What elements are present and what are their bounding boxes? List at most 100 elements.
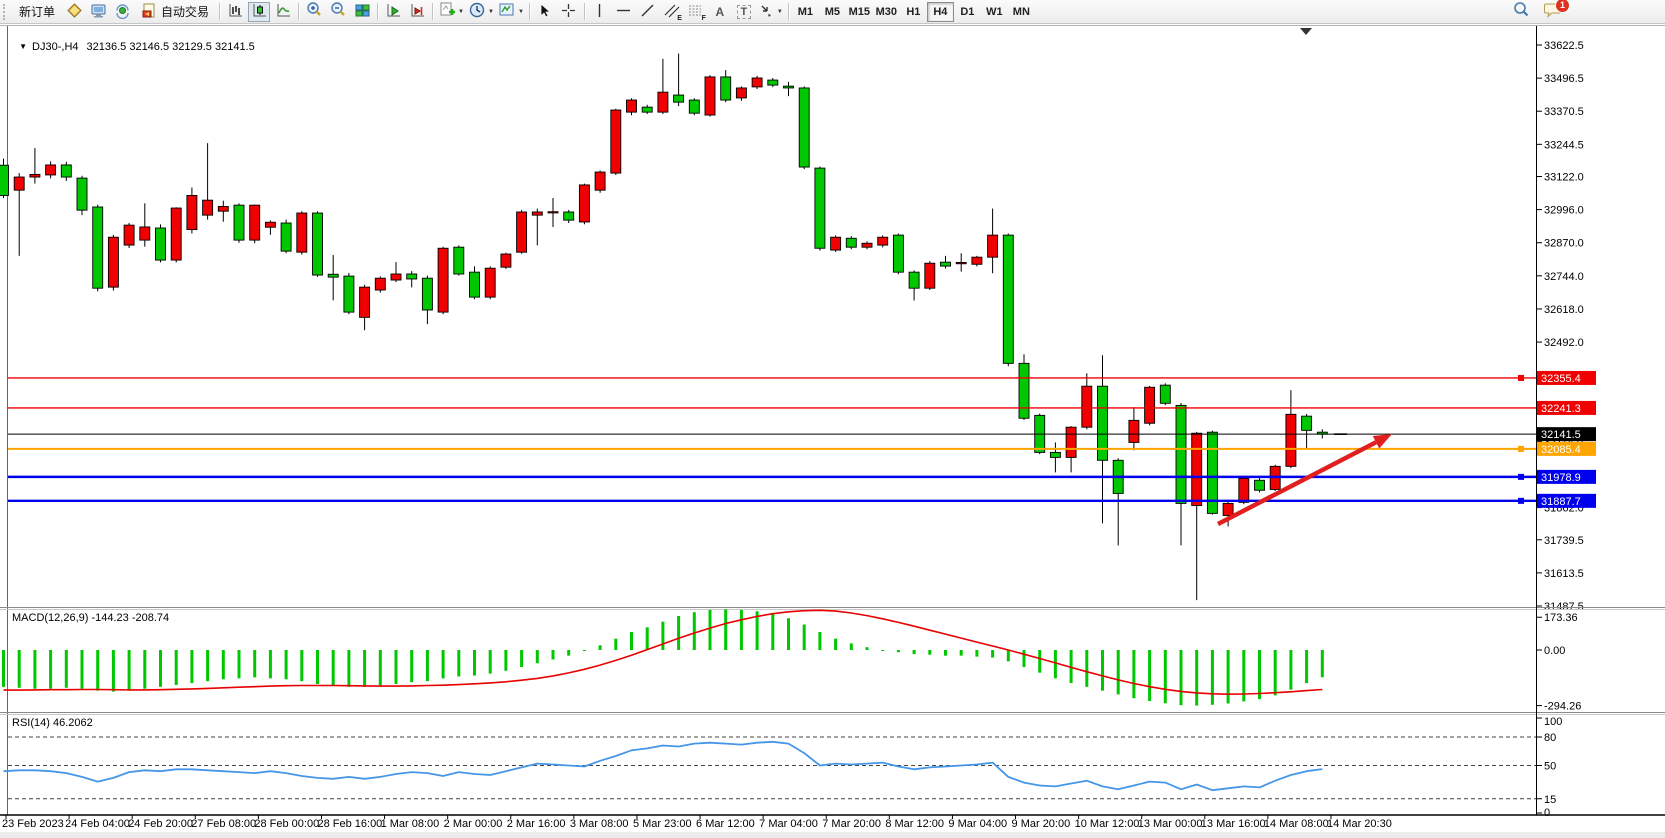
macd-histogram-bar [1053,650,1057,679]
text-icon: A [715,4,725,19]
zoom-out-icon [329,1,347,22]
auto-trading-button[interactable]: 自动交易 [135,2,215,22]
macd-histogram-bar [787,618,790,650]
horizontal-lines[interactable]: 32355.4 32241.3 32141.5 32085.4 31978.9 31887… [8,370,1596,508]
candle-body-up [578,184,590,223]
line-chart-button[interactable] [272,2,294,22]
candle-body-down [798,87,810,168]
timeframe-w1-button[interactable]: W1 [986,5,1003,18]
macd-pane[interactable]: 173.36 0.00 -294.26 [2,609,1581,713]
candle-body-up [484,267,496,298]
candle-body-up [971,256,983,265]
cursor-button[interactable] [534,2,556,22]
candle-body-up [249,204,261,241]
rsi-pane[interactable]: 100 80 50 150 [3,716,1563,819]
line-handle[interactable] [1518,497,1524,504]
new-order-button[interactable]: 新订单 [19,5,56,19]
macd-histogram-bar [630,632,633,650]
timeframe-m30-button[interactable]: M30 [875,5,898,18]
chart-symbol-period: DJ30-,H4 [32,41,79,53]
macd-histogram-bar [488,650,492,674]
zoom-in-button[interactable] [303,2,325,22]
candle-body-up [29,173,41,178]
timeframe-m1-button[interactable]: M1 [797,5,813,18]
candle-body-down [155,227,166,261]
price-label-text: 32241.3 [1541,403,1581,415]
candle-body-down [406,273,418,280]
time-tick-label: 13 Mar 00:00 [1138,818,1203,830]
candlestick-chart-button[interactable] [248,1,271,22]
candle-body-down [814,167,826,249]
signals-button[interactable] [111,2,133,22]
candle-body-up [139,226,151,241]
macd-histogram-bar [991,650,995,658]
timeframe-h4-button[interactable]: H4 [926,1,954,22]
time-tick-label: 7 Mar 04:00 [759,818,818,830]
zoom-out-button[interactable] [327,2,349,22]
time-tick-label: 14 Mar 08:00 [1264,818,1329,830]
price-label-box [1537,370,1596,385]
candle-body-up [437,247,449,313]
candle-body-up [516,211,528,253]
arrows-tool-button[interactable]: ▼ [757,2,784,22]
label-tool-button[interactable]: T [733,2,755,22]
templates-button[interactable]: ▼ [497,2,525,22]
line-handle[interactable] [1518,473,1524,480]
text-tool-button[interactable]: A [709,2,731,22]
price-label-text: 32355.4 [1541,373,1581,385]
timeframe-mn-button[interactable]: MN [1012,5,1030,18]
line-handle[interactable] [1518,445,1524,452]
price-tick-label: 33622.5 [1544,40,1584,52]
cursor-icon [536,2,553,22]
candlestick-icon [251,2,268,22]
channel-tool-button[interactable]: E [661,2,683,22]
fibonacci-tool-button[interactable]: F [685,2,707,22]
macd-histogram-bar [1195,650,1199,706]
chart-title[interactable]: ▼ DJ30-,H4 32136.5 32146.5 32129.5 32141.5 [13,29,255,53]
candle-body-down [453,246,465,275]
time-tick-label: 2 Mar 16:00 [507,818,566,830]
macd-histogram-bar [378,650,382,686]
candle-body-down [1206,431,1218,514]
macd-histogram-bar [849,643,853,650]
macd-histogram-bar [865,647,869,650]
notifications-button[interactable]: 1 [1542,0,1570,22]
time-tick-label: 6 Mar 12:00 [696,818,755,830]
metaeditor-button[interactable] [87,2,109,22]
line-handle[interactable] [1518,374,1524,381]
indicators-button[interactable]: ▼ [437,2,465,22]
candle-body-down [1254,479,1265,491]
macd-histogram-bar [1289,650,1293,690]
toolbar-grip[interactable] [3,3,9,20]
chart-shift-button[interactable] [406,2,428,22]
timeframe-d1-button[interactable]: D1 [960,5,975,18]
crosshair-button[interactable] [558,2,580,22]
hline-tool-button[interactable] [613,2,635,22]
profiles-button[interactable] [63,2,85,22]
timeframe-m5-button[interactable]: M5 [824,5,840,18]
macd-histogram-bar [253,650,257,678]
timeframe-m15-button[interactable]: M15 [848,5,871,18]
candle-body-down [1049,451,1061,458]
candle-body-down [1301,415,1313,431]
candle-body-up [531,211,543,216]
time-tick-label: 1 Mar 08:00 [381,818,440,830]
macd-histogram-bar [316,650,319,685]
macd-histogram-bar [1258,650,1261,700]
trend-arrow-annotation[interactable] [1216,434,1392,526]
auto-scroll-button[interactable] [382,2,404,22]
search-button[interactable] [1510,2,1532,22]
chart-shift-marker-icon[interactable] [1300,28,1312,35]
trendline-tool-button[interactable] [637,2,659,22]
candle-body-up [202,199,214,216]
vline-tool-button[interactable] [589,2,611,22]
symbol-dropdown-icon[interactable]: ▼ [19,42,28,51]
rsi-axis-label: 80 [1544,732,1556,744]
periods-button[interactable]: ▼ [467,2,495,22]
timeframe-h1-button[interactable]: H1 [906,5,921,18]
tile-windows-button[interactable] [351,2,373,22]
bar-chart-button[interactable] [224,2,246,22]
rsi-line [3,740,1323,792]
